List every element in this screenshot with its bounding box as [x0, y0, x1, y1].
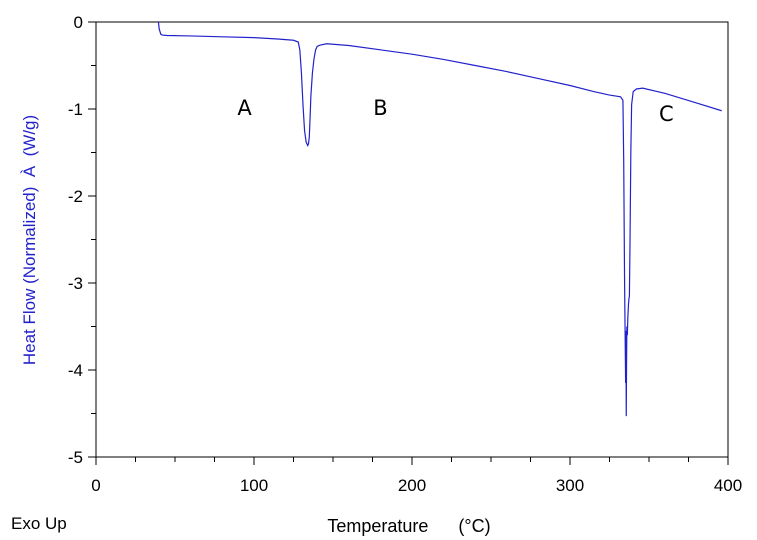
ticks-layer: [88, 21, 729, 465]
tick-labels-layer: 0 100 200 300 400 0 -1 -2 -3 -4 -5: [68, 13, 742, 495]
y-tick-label: -1: [68, 100, 83, 119]
exo-up-note: Exo Up: [11, 514, 67, 533]
heat-flow-curve: [157, 21, 722, 417]
y-tick-label: -4: [68, 361, 83, 380]
region-label-a: A: [237, 96, 252, 120]
plot-frame: [95, 21, 729, 458]
region-annotations: A B C: [237, 96, 673, 126]
y-axis-title: Heat Flow (Normalized) À (W/g): [20, 115, 39, 365]
x-tick-label: 200: [398, 476, 426, 495]
x-axis-title: Temperature (°C): [327, 516, 490, 536]
region-label-b: B: [373, 96, 387, 120]
y-tick-label: -2: [68, 187, 83, 206]
x-tick-label: 0: [91, 476, 100, 495]
y-tick-label: -5: [68, 448, 83, 467]
y-tick-label: -3: [68, 274, 83, 293]
x-tick-label: 300: [556, 476, 584, 495]
y-tick-label: 0: [74, 13, 83, 32]
x-tick-label: 100: [240, 476, 268, 495]
region-label-c: C: [659, 102, 674, 126]
x-tick-label: 400: [714, 476, 742, 495]
